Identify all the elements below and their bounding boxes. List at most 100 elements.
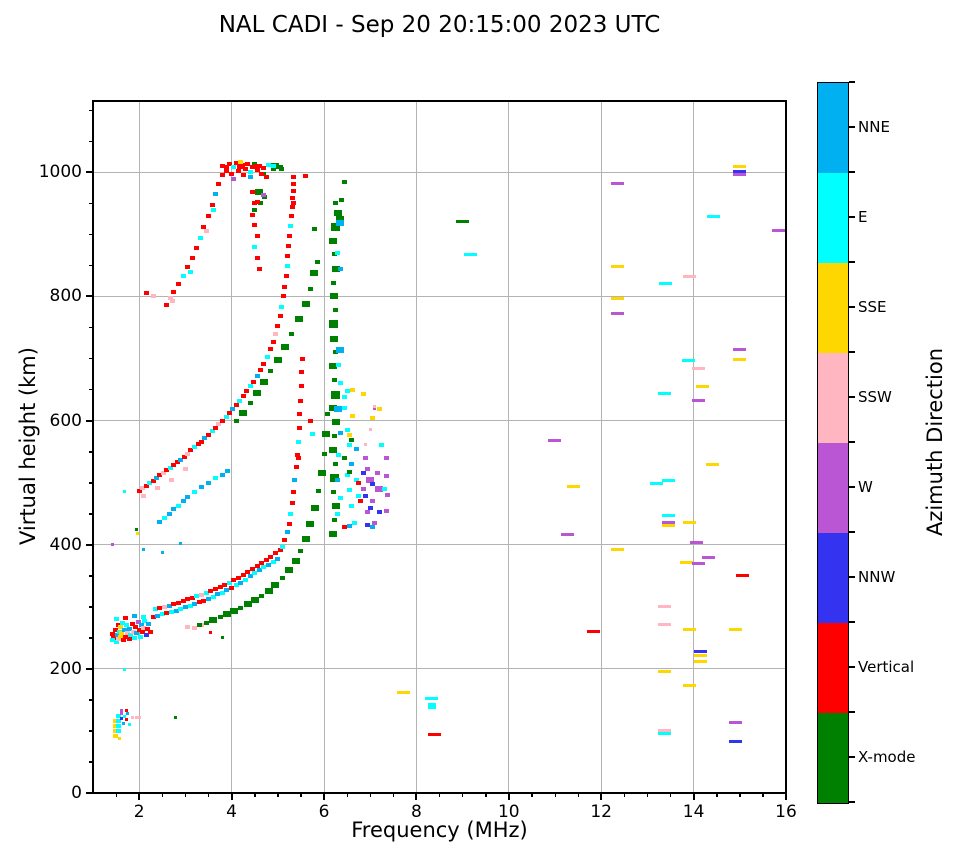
x-tick-label: 16: [775, 802, 797, 822]
data-point: [141, 615, 147, 620]
data-point: [135, 527, 139, 531]
data-point: [268, 347, 274, 352]
data-point: [368, 428, 372, 432]
data-point: [222, 583, 228, 588]
data-point: [188, 448, 194, 453]
data-point: [733, 347, 747, 351]
data-point: [245, 570, 251, 575]
data-point: [367, 505, 373, 510]
data-point: [456, 219, 470, 223]
data-point: [256, 568, 262, 573]
data-point: [160, 470, 166, 475]
data-point: [376, 510, 382, 515]
data-point: [266, 562, 272, 567]
gridline-y: [93, 420, 786, 422]
data-point: [136, 532, 140, 536]
data-point: [342, 525, 348, 530]
x-tick-minor: [161, 793, 164, 797]
data-point: [157, 606, 163, 611]
data-point: [252, 244, 258, 249]
data-point: [344, 473, 350, 478]
colorbar: [817, 82, 849, 804]
data-point: [296, 426, 302, 431]
data-point: [314, 260, 320, 265]
data-point: [346, 469, 352, 474]
data-point: [330, 280, 336, 285]
data-point: [152, 607, 158, 612]
data-point: [114, 632, 120, 637]
data-point: [271, 582, 280, 589]
data-point: [342, 179, 348, 184]
data-point: [270, 560, 276, 565]
data-point: [337, 496, 343, 501]
data-point: [175, 503, 181, 508]
data-point: [187, 269, 193, 274]
data-point: [333, 201, 339, 206]
data-point: [365, 522, 371, 527]
data-point: [365, 467, 371, 472]
data-point: [333, 462, 339, 467]
data-point: [247, 175, 253, 180]
x-tick-minor: [577, 793, 579, 797]
data-point: [239, 409, 248, 416]
data-point: [132, 614, 138, 619]
data-point: [202, 436, 208, 440]
data-point: [692, 399, 706, 403]
data-point: [350, 387, 356, 392]
data-point: [693, 649, 707, 653]
data-point: [110, 543, 114, 547]
data-point: [217, 584, 223, 589]
x-tick-label: 2: [133, 802, 145, 822]
data-point: [137, 715, 141, 719]
data-point: [330, 489, 336, 494]
data-point: [141, 625, 147, 630]
x-tick-label: 8: [410, 802, 422, 822]
data-point: [210, 594, 216, 599]
data-point: [208, 589, 214, 594]
data-point: [291, 188, 296, 193]
gridline-x: [693, 101, 695, 793]
data-point: [173, 608, 179, 613]
x-tick-minor: [670, 793, 672, 797]
data-point: [296, 455, 302, 460]
data-point: [329, 363, 338, 369]
x-tick-major: [230, 793, 233, 800]
data-point: [298, 548, 304, 553]
data-point: [174, 460, 180, 465]
data-point: [301, 300, 310, 307]
data-point: [249, 165, 255, 170]
y-tick-minor: [89, 358, 93, 360]
data-point: [335, 251, 341, 256]
data-point: [127, 626, 133, 631]
data-point: [143, 483, 149, 488]
data-point: [201, 598, 207, 603]
data-point: [118, 624, 124, 629]
data-point: [342, 455, 348, 460]
data-point: [233, 583, 239, 588]
data-point: [356, 494, 362, 499]
data-point: [206, 596, 211, 601]
data-point: [683, 520, 697, 524]
data-point: [192, 601, 198, 606]
data-point: [729, 739, 743, 743]
data-point: [180, 499, 186, 504]
data-point: [116, 719, 122, 723]
colorbar-segment-label: Vertical: [858, 658, 915, 676]
data-point: [733, 172, 747, 176]
data-point: [231, 176, 237, 181]
data-point: [736, 574, 750, 578]
data-point: [206, 432, 211, 437]
x-tick-minor: [277, 793, 279, 797]
data-point: [254, 167, 260, 172]
data-point: [123, 623, 129, 628]
colorbar-segment-x-mode: [818, 713, 848, 803]
data-point: [203, 591, 209, 596]
data-point: [265, 354, 271, 359]
data-point: [279, 576, 285, 581]
data-point: [128, 632, 134, 637]
data-point: [272, 551, 278, 556]
data-point: [346, 524, 352, 529]
data-point: [259, 593, 265, 598]
colorbar-segment-e: [818, 173, 848, 263]
